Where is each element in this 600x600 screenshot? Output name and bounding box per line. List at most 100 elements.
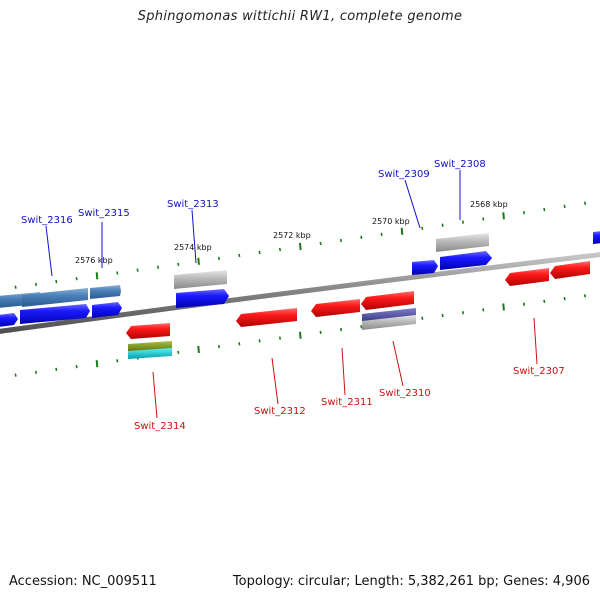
lower-track-tick — [14, 373, 17, 377]
gene-label-swit-2315: Swit_2315 — [78, 208, 130, 219]
upper-track-tick — [299, 242, 302, 251]
upper-track-tick — [400, 227, 404, 235]
kbp-label-2576: 2576 kbp — [75, 256, 113, 265]
gene-label-swit-2314: Swit_2314 — [134, 421, 186, 432]
lower-track-tick — [278, 336, 282, 340]
lower-track-tick — [299, 331, 302, 339]
gene-feature-swit-2314-cyan[interactable] — [128, 348, 172, 359]
kbp-label-2570: 2570 kbp — [372, 217, 410, 226]
gene-arrow-swit-2315-b[interactable] — [92, 302, 122, 318]
lower-track-tick — [197, 345, 200, 353]
upper-track-tick — [543, 207, 546, 212]
gene-label-swit-2307: Swit_2307 — [513, 366, 565, 377]
gene-arrow-swit-2308[interactable] — [440, 251, 492, 270]
gene-feature-swit-2310-purple[interactable] — [362, 308, 416, 323]
lower-track-tick — [116, 359, 119, 363]
upper-track-tick — [217, 256, 221, 261]
upper-track-tick — [380, 232, 383, 237]
lower-track-tick — [238, 342, 241, 346]
gene-arrow-swit-2307[interactable] — [505, 268, 549, 286]
upper-track-tick — [75, 277, 78, 281]
lower-track-tick — [583, 294, 587, 298]
lower-track-tick — [482, 308, 485, 312]
gene-feature-swit-2313-gray[interactable] — [174, 270, 227, 289]
upper-track-tick — [461, 220, 465, 224]
upper-track-tick — [482, 217, 485, 221]
lower-track-tick — [34, 370, 38, 374]
gene-arrow-swit-2312[interactable] — [236, 308, 297, 327]
gene-arrow-swit-2314[interactable] — [126, 323, 170, 339]
lower-track-tick — [360, 325, 363, 329]
lower-track-tick — [441, 313, 444, 318]
kbp-label-2572: 2572 kbp — [273, 231, 311, 240]
accession-label: Accession: NC_009511 — [9, 574, 157, 589]
gene-arrow-swit-2309[interactable] — [412, 260, 438, 275]
upper-track-tick — [238, 253, 241, 258]
lower-track-tick — [543, 299, 546, 304]
upper-track-tick — [563, 204, 566, 209]
lower-track-tick — [522, 302, 526, 306]
upper-track-tick — [278, 247, 282, 252]
leader-swit-2316 — [45, 225, 53, 277]
genome-backbone — [0, 252, 600, 334]
gene-label-swit-2316: Swit_2316 — [21, 215, 73, 226]
upper-track-tick — [197, 257, 200, 265]
leader-swit-2313 — [191, 209, 197, 264]
lower-track-tick — [461, 311, 465, 315]
upper-track-tick — [421, 226, 424, 230]
upper-track-tick — [177, 262, 180, 266]
upper-track-tick — [14, 285, 17, 289]
upper-tick-track — [14, 201, 587, 289]
gene-label-swit-2313: Swit_2313 — [167, 199, 219, 210]
lower-track-tick — [319, 330, 322, 335]
lower-track-tick — [421, 316, 424, 320]
upper-track-tick — [34, 282, 38, 287]
upper-track-tick — [441, 223, 444, 227]
genome-summary: Topology: circular; Length: 5,382,261 bp… — [232, 574, 590, 589]
leader-swit-2312 — [271, 357, 279, 405]
gene-arrow-swit-2316[interactable] — [0, 313, 18, 327]
gene-feature-steel-row[interactable] — [0, 285, 121, 308]
lower-track-tick — [258, 339, 261, 343]
upper-track-tick — [55, 279, 58, 284]
gene-arrow-swit-2311[interactable] — [311, 299, 360, 317]
gene-arrow-swit-2315-a[interactable] — [20, 304, 90, 324]
leader-swit-2311 — [341, 347, 346, 396]
map-title: Sphingomonas wittichii RW1, complete gen… — [137, 9, 463, 24]
gene-label-swit-2311: Swit_2311 — [321, 397, 373, 408]
upper-track-tick — [319, 241, 322, 246]
leader-swit-2309 — [404, 179, 421, 229]
gene-feature-swit-2308-gray[interactable] — [436, 233, 489, 252]
lower-track-tick — [339, 327, 343, 332]
upper-track-tick — [136, 268, 139, 272]
lower-track-tick — [75, 364, 78, 369]
gene-arrow-swit-2310-red[interactable] — [361, 291, 414, 310]
upper-track-tick — [360, 235, 363, 240]
leader-swit-2314 — [152, 371, 158, 419]
leader-swit-2307 — [533, 317, 538, 365]
gene-label-swit-2309: Swit_2309 — [378, 169, 430, 180]
gene-arrow-swit-2307-b[interactable] — [550, 261, 590, 279]
gene-arrow-swit-2313[interactable] — [176, 289, 229, 308]
lower-track-tick — [217, 344, 221, 349]
upper-track-tick — [522, 211, 526, 215]
upper-track-tick — [258, 250, 261, 255]
leader-swit-2310 — [392, 340, 404, 387]
lower-track-tick — [563, 296, 566, 301]
lower-track-tick — [55, 367, 58, 372]
kbp-label-2574: 2574 kbp — [174, 243, 212, 252]
lower-track-tick — [177, 350, 180, 354]
gene-label-swit-2310: Swit_2310 — [379, 388, 431, 399]
upper-track-tick — [95, 272, 99, 280]
gene-arrow-edge[interactable] — [593, 231, 600, 244]
lower-track-tick — [95, 360, 99, 368]
upper-track-tick — [339, 238, 343, 243]
gene-label-swit-2308: Swit_2308 — [434, 159, 486, 170]
kbp-label-2568: 2568 kbp — [470, 200, 508, 209]
upper-track-tick — [116, 271, 119, 275]
upper-track-tick — [156, 265, 160, 269]
gene-feature-swit-2310-gray[interactable] — [362, 315, 416, 330]
gene-label-swit-2312: Swit_2312 — [254, 406, 306, 417]
upper-track-tick — [502, 212, 505, 220]
